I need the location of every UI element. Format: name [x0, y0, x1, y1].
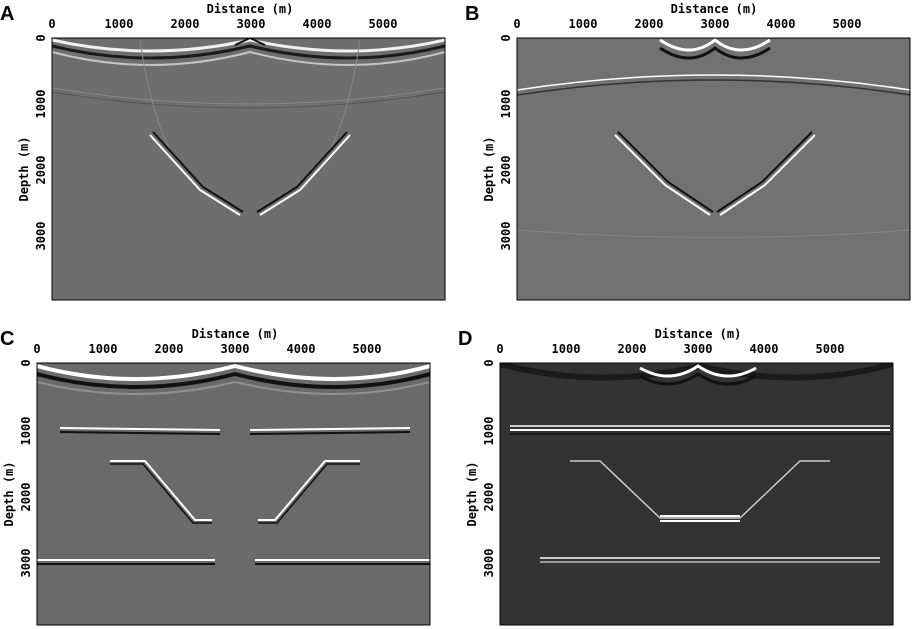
panel-b-y-tick-2000: 2000 [499, 156, 513, 185]
panel-a-x-tick-1000: 1000 [105, 17, 134, 31]
panel-d-y-tick-3000: 3000 [482, 549, 496, 578]
panel-a-x-tick-0: 0 [48, 17, 55, 31]
panel-d-x-tick-0: 0 [496, 342, 503, 356]
panel-c-y-tick-2000: 2000 [19, 483, 33, 512]
panel-c-x-tick-4000: 4000 [287, 342, 316, 356]
panel-c: C Distance (m) Depth (m) 0 1000 2000 300… [0, 327, 431, 626]
panel-a-x-tick-3000: 3000 [237, 17, 266, 31]
panel-b-x-tick-5000: 5000 [833, 17, 862, 31]
panel-a-y-ticks: 0 1000 2000 3000 [34, 34, 48, 250]
panel-a-y-tick-3000: 3000 [34, 222, 48, 251]
panel-c-y-ticks: 0 1000 2000 3000 [19, 359, 33, 577]
panel-a-y-tick-2000: 2000 [34, 156, 48, 185]
panel-a-x-axis-title: Distance (m) [207, 2, 294, 16]
panel-b-x-tick-1000: 1000 [569, 17, 598, 31]
panel-b: B Distance (m) Depth (m) 0 1000 2000 300… [465, 2, 911, 301]
panel-a-x-tick-2000: 2000 [171, 17, 200, 31]
panel-d-y-tick-2000: 2000 [482, 483, 496, 512]
panel-d-background [500, 363, 893, 625]
panel-a-wavefield [52, 38, 445, 216]
panel-c-x-axis-title: Distance (m) [192, 327, 279, 341]
panel-d-frame [499, 362, 894, 626]
panel-a-y-axis-title: Depth (m) [17, 136, 31, 201]
panel-a-y-tick-0: 0 [34, 34, 48, 41]
panel-d-x-tick-4000: 4000 [750, 342, 779, 356]
panel-a-x-ticks: 0 1000 2000 3000 4000 5000 [48, 17, 397, 31]
panel-b-y-tick-0: 0 [499, 34, 513, 41]
panel-d-x-tick-5000: 5000 [816, 342, 845, 356]
panel-b-x-axis-title: Distance (m) [671, 2, 758, 16]
panel-c-y-tick-1000: 1000 [19, 417, 33, 446]
panel-d-y-ticks: 0 1000 2000 3000 [482, 359, 496, 577]
panel-d-x-tick-3000: 3000 [684, 342, 713, 356]
panel-c-wavefield [37, 363, 430, 565]
panel-b-frame [516, 37, 911, 301]
panel-c-background [37, 363, 430, 625]
panel-a-y-tick-1000: 1000 [34, 90, 48, 119]
panel-c-x-ticks: 0 1000 2000 3000 4000 5000 [33, 342, 381, 356]
panel-c-x-tick-2000: 2000 [155, 342, 184, 356]
panel-d: D Distance (m) Depth (m) 0 1000 2000 300… [458, 327, 894, 626]
panel-a-x-tick-4000: 4000 [303, 17, 332, 31]
panel-b-y-ticks: 0 1000 2000 3000 [499, 34, 513, 250]
panel-d-y-tick-0: 0 [482, 359, 496, 366]
panel-b-wavefield [517, 38, 910, 238]
panel-d-letter: D [458, 328, 472, 350]
panel-c-x-tick-5000: 5000 [353, 342, 382, 356]
panel-b-x-tick-0: 0 [513, 17, 520, 31]
panel-c-y-tick-3000: 3000 [19, 549, 33, 578]
panel-d-x-tick-1000: 1000 [552, 342, 581, 356]
panel-c-frame [36, 362, 431, 626]
panel-a-background [52, 38, 445, 300]
panel-d-x-ticks: 0 1000 2000 3000 4000 5000 [496, 342, 844, 356]
panel-b-y-tick-1000: 1000 [499, 90, 513, 119]
panel-b-letter: B [465, 3, 479, 25]
panel-d-y-tick-1000: 1000 [482, 417, 496, 446]
panel-b-x-tick-3000: 3000 [701, 17, 730, 31]
panel-c-x-tick-0: 0 [33, 342, 40, 356]
panel-c-letter: C [0, 328, 14, 350]
panel-b-x-tick-4000: 4000 [767, 17, 796, 31]
panel-d-wavefield [500, 363, 893, 563]
panel-d-x-axis-title: Distance (m) [655, 327, 742, 341]
panel-a: A Distance (m) Depth (m) 0 1000 2000 300… [0, 2, 446, 301]
panel-b-x-tick-2000: 2000 [635, 17, 664, 31]
panel-a-x-tick-5000: 5000 [369, 17, 398, 31]
panel-b-background [517, 38, 910, 300]
panel-d-x-tick-2000: 2000 [618, 342, 647, 356]
panel-c-x-tick-1000: 1000 [89, 342, 118, 356]
panel-b-y-tick-3000: 3000 [499, 222, 513, 251]
panel-c-y-tick-0: 0 [19, 359, 33, 366]
panel-a-letter: A [0, 3, 14, 25]
panel-b-x-ticks: 0 1000 2000 3000 4000 5000 [513, 17, 861, 31]
panel-a-frame [51, 37, 446, 301]
panel-d-y-axis-title: Depth (m) [465, 461, 479, 526]
panel-c-x-tick-3000: 3000 [221, 342, 250, 356]
panel-b-y-axis-title: Depth (m) [482, 136, 496, 201]
panel-c-y-axis-title: Depth (m) [2, 461, 16, 526]
